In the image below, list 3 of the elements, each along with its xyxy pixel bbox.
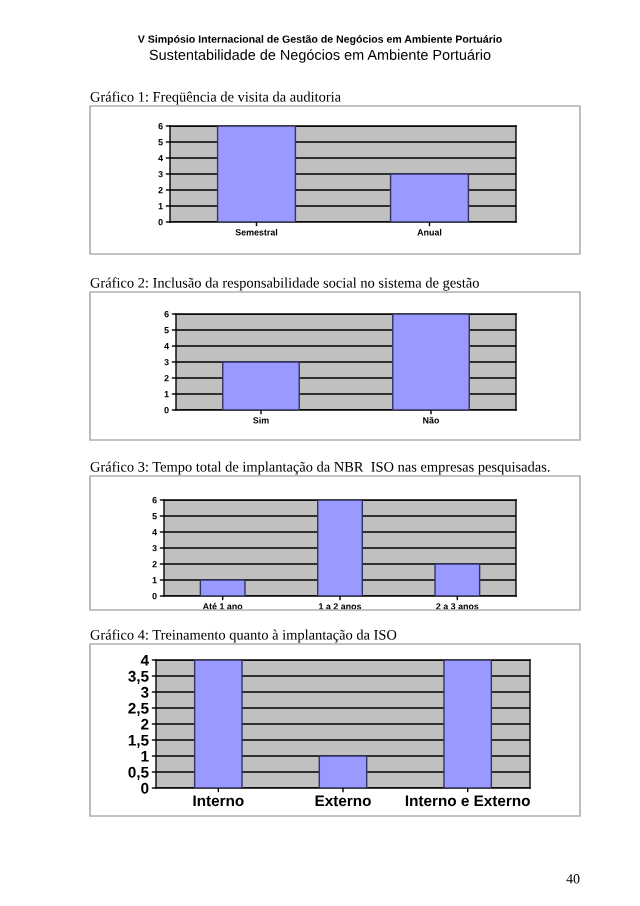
bar — [199, 579, 246, 596]
bar — [434, 563, 481, 596]
bar — [317, 500, 363, 596]
